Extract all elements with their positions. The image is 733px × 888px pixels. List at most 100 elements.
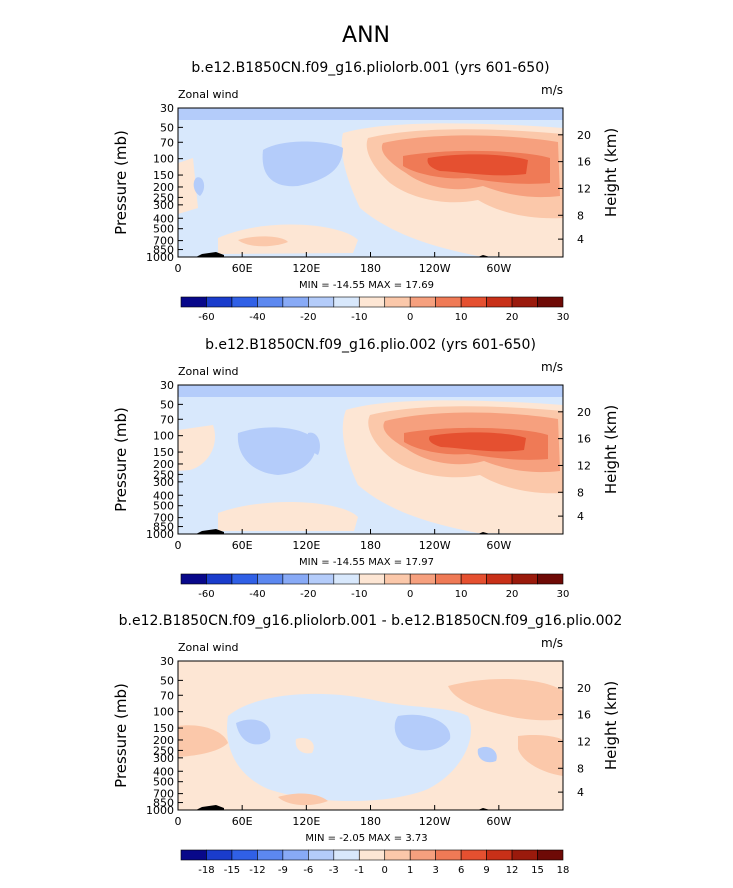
contour-region: [278, 793, 328, 806]
colorbar-swatch: [486, 573, 513, 585]
y-tick-label: 50: [160, 398, 174, 411]
y-tick-label: 300: [153, 752, 174, 765]
units-label: m/s: [541, 83, 563, 97]
colorbar-swatch: [358, 296, 386, 308]
colorbar-swatch: [231, 296, 258, 308]
x-tick-label: 120W: [419, 262, 451, 275]
y-tick-label: 150: [153, 169, 174, 182]
x-tick-label: 0: [175, 815, 182, 828]
colorbar-swatch: [435, 296, 462, 308]
panel-2: b.e12.B1850CN.f09_g16.plio.002 (yrs 601-…: [112, 337, 620, 600]
colorbar-label: 20: [506, 312, 519, 323]
colorbar-label: 6: [458, 865, 464, 876]
contour-field: [178, 108, 563, 257]
y-tick-label: 300: [153, 199, 174, 212]
colorbar-swatch: [511, 296, 538, 308]
colorbar-label: 30: [557, 312, 570, 323]
min-value: -14.55: [333, 557, 365, 568]
contour-field: [178, 661, 563, 810]
y-tick-label: 700: [153, 512, 174, 525]
colorbar-swatch: [435, 573, 462, 585]
y-right-tick-label: 16: [577, 433, 591, 446]
colorbar-swatch: [537, 573, 564, 585]
colorbar-label: -10: [351, 589, 367, 600]
colorbar-swatch: [206, 296, 233, 308]
panel-title: b.e12.B1850CN.f09_g16.pliolorb.001 - b.e…: [119, 613, 623, 629]
contour-region: [518, 734, 563, 776]
colorbar-label: -40: [249, 589, 265, 600]
colorbar-label: 10: [455, 589, 468, 600]
variable-label: Zonal wind: [178, 365, 239, 378]
colorbar-swatch: [333, 573, 360, 585]
colorbar: -60 -40 -20 -10 0 10 20 30: [180, 296, 570, 323]
colorbar-label: -9: [278, 865, 288, 876]
y-right-tick-label: 20: [577, 682, 591, 695]
contour-region: [477, 746, 497, 763]
colorbar-label: -40: [249, 312, 265, 323]
colorbar-swatch: [384, 296, 411, 308]
y-tick-label: 150: [153, 722, 174, 735]
y-tick-label: 1000: [146, 251, 174, 264]
y-tick-label: 1000: [146, 528, 174, 541]
y-right-axis-title: Height (km): [602, 405, 620, 494]
contour-region: [193, 177, 205, 196]
y-tick-label: 700: [153, 235, 174, 248]
colorbar-label: 10: [455, 312, 468, 323]
y-tick-label: 500: [153, 500, 174, 513]
colorbar-label: 1: [407, 865, 413, 876]
colorbar-swatch: [409, 849, 436, 861]
y-tick-label: 300: [153, 476, 174, 489]
colorbar-swatch: [257, 573, 284, 585]
contour-region: [218, 224, 358, 254]
colorbar-swatch: [460, 849, 487, 861]
colorbar-label: -12: [249, 865, 265, 876]
contour-region: [178, 385, 563, 397]
max-value: 3.73: [405, 833, 427, 844]
min-label: MIN =: [299, 557, 333, 568]
y-right-tick-label: 8: [577, 762, 584, 775]
colorbar-swatch: [180, 849, 207, 861]
colorbar-swatch: [358, 849, 386, 861]
colorbar-label: 9: [483, 865, 489, 876]
y-tick-label: 500: [153, 776, 174, 789]
variable-label: Zonal wind: [178, 641, 239, 654]
contour-region: [237, 427, 317, 475]
contour-region: [262, 141, 343, 187]
y-tick-label: 850: [153, 521, 174, 534]
topography: [196, 252, 224, 257]
colorbar-label: 20: [506, 589, 519, 600]
y-right-tick-label: 12: [577, 459, 591, 472]
panels: b.e12.B1850CN.f09_g16.pliolorb.001 (yrs …: [112, 60, 622, 876]
x-tick-label: 60E: [232, 539, 253, 552]
contour-region: [236, 719, 271, 745]
y-tick-label: 70: [160, 136, 174, 149]
colorbar-label: -20: [300, 312, 316, 323]
y-tick-label: 70: [160, 413, 174, 426]
y-tick-label: 100: [153, 706, 174, 719]
colorbar-label: -10: [351, 312, 367, 323]
y-axis-title: Pressure (mb): [112, 130, 130, 235]
y-tick-label: 1000: [146, 804, 174, 817]
colorbar-swatch: [460, 573, 487, 585]
max-value: 17.97: [405, 557, 434, 568]
colorbar-label: 0: [382, 865, 388, 876]
contour-region: [178, 108, 563, 120]
colorbar-label: 12: [506, 865, 519, 876]
colorbar-swatch: [358, 573, 386, 585]
x-tick-label: 120E: [292, 815, 320, 828]
y-tick-label: 150: [153, 446, 174, 459]
y-tick-label: 30: [160, 655, 174, 668]
y-tick-label: 50: [160, 121, 174, 134]
colorbar: -60 -40 -20 -10 0 10 20 30: [180, 573, 569, 600]
contour-field: [178, 385, 563, 534]
topography: [196, 529, 224, 534]
colorbar-swatch: [180, 573, 207, 585]
colorbar-swatch: [282, 849, 309, 861]
y-tick-label: 700: [153, 788, 174, 801]
y-right-axis-title: Height (km): [602, 681, 620, 770]
x-tick-label: 120E: [292, 539, 320, 552]
y-tick-label: 200: [153, 181, 174, 194]
colorbar-swatch: [537, 849, 564, 861]
max-label: MAX =: [365, 833, 405, 844]
